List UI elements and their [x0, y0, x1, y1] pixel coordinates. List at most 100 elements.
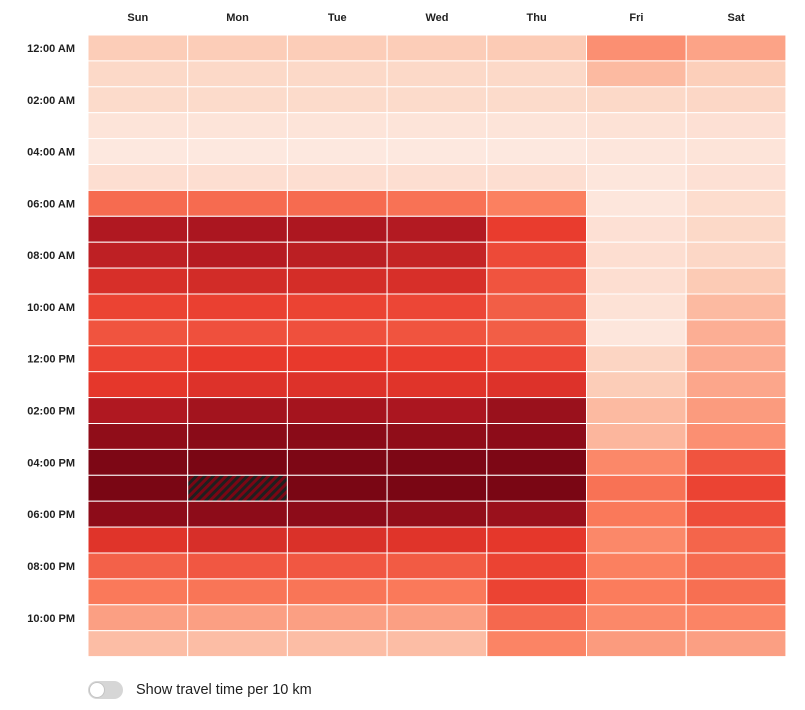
toggle-knob[interactable]	[89, 682, 105, 698]
heatmap-cell[interactable]	[386, 293, 488, 321]
heatmap-cell[interactable]	[87, 86, 189, 114]
heatmap-cell[interactable]	[187, 371, 288, 399]
heatmap-cell[interactable]	[685, 112, 787, 140]
heatmap-cell[interactable]	[685, 397, 787, 425]
heatmap-cell-highlighted[interactable]	[187, 474, 288, 502]
heatmap-cell[interactable]	[685, 371, 787, 399]
heatmap-cell[interactable]	[286, 448, 388, 476]
heatmap-cell[interactable]	[187, 448, 288, 476]
heatmap-cell[interactable]	[187, 189, 288, 217]
heatmap-cell[interactable]	[486, 112, 587, 140]
heatmap-cell[interactable]	[87, 448, 189, 476]
heatmap-cell[interactable]	[486, 448, 587, 476]
heatmap-cell[interactable]	[685, 241, 787, 269]
heatmap-cell[interactable]	[685, 293, 787, 321]
heatmap-cell[interactable]	[586, 319, 687, 347]
heatmap-cell[interactable]	[685, 552, 787, 580]
heatmap-cell[interactable]	[87, 526, 189, 554]
heatmap-cell[interactable]	[486, 319, 587, 347]
heatmap-cell[interactable]	[486, 241, 587, 269]
heatmap-cell[interactable]	[386, 319, 488, 347]
heatmap-cell[interactable]	[486, 164, 587, 191]
heatmap-cell[interactable]	[87, 552, 189, 580]
heatmap-cell[interactable]	[486, 423, 587, 450]
heatmap-cell[interactable]	[386, 604, 488, 632]
heatmap-cell[interactable]	[685, 60, 787, 88]
heatmap-cell[interactable]	[586, 138, 687, 166]
heatmap-cell[interactable]	[187, 500, 288, 528]
heatmap-cell[interactable]	[386, 423, 488, 450]
heatmap-cell[interactable]	[486, 215, 587, 243]
heatmap-cell[interactable]	[486, 189, 587, 217]
heatmap-cell[interactable]	[386, 138, 488, 166]
heatmap-cell[interactable]	[286, 578, 388, 606]
heatmap-cell[interactable]	[286, 630, 388, 658]
heatmap-cell[interactable]	[685, 474, 787, 502]
heatmap-cell[interactable]	[187, 164, 288, 191]
heatmap-cell[interactable]	[685, 526, 787, 554]
heatmap-cell[interactable]	[87, 397, 189, 425]
heatmap-cell[interactable]	[586, 86, 687, 114]
heatmap-cell[interactable]	[685, 630, 787, 658]
heatmap-cell[interactable]	[87, 60, 189, 88]
heatmap-cell[interactable]	[187, 86, 288, 114]
heatmap-cell[interactable]	[87, 604, 189, 632]
heatmap-cell[interactable]	[87, 319, 189, 347]
heatmap-cell[interactable]	[486, 371, 587, 399]
heatmap-cell[interactable]	[386, 189, 488, 217]
travel-time-toggle-row[interactable]: Show travel time per 10 km	[88, 677, 312, 703]
heatmap-cell[interactable]	[187, 112, 288, 140]
heatmap-cell[interactable]	[386, 345, 488, 373]
heatmap-cell[interactable]	[87, 423, 189, 450]
heatmap-cell[interactable]	[586, 60, 687, 88]
heatmap-cell[interactable]	[87, 138, 189, 166]
heatmap-cell[interactable]	[586, 630, 687, 658]
heatmap-cell[interactable]	[286, 345, 388, 373]
heatmap-cell[interactable]	[87, 293, 189, 321]
heatmap-cell[interactable]	[386, 630, 488, 658]
heatmap-cell[interactable]	[486, 500, 587, 528]
heatmap-cell[interactable]	[187, 267, 288, 295]
heatmap-cell[interactable]	[286, 60, 388, 88]
heatmap-cell[interactable]	[286, 526, 388, 554]
heatmap-cell[interactable]	[486, 138, 587, 166]
heatmap-cell[interactable]	[586, 448, 687, 476]
heatmap-cell[interactable]	[586, 397, 687, 425]
heatmap-cell[interactable]	[586, 34, 687, 62]
heatmap-cell[interactable]	[87, 474, 189, 502]
heatmap-cell[interactable]	[685, 319, 787, 347]
heatmap-cell[interactable]	[386, 164, 488, 191]
heatmap-cell[interactable]	[87, 164, 189, 191]
heatmap-cell[interactable]	[386, 215, 488, 243]
heatmap-cell[interactable]	[586, 112, 687, 140]
heatmap-cell[interactable]	[286, 86, 388, 114]
heatmap-cell[interactable]	[386, 241, 488, 269]
heatmap-cell[interactable]	[586, 164, 687, 191]
heatmap-cell[interactable]	[286, 267, 388, 295]
heatmap-cell[interactable]	[187, 604, 288, 632]
heatmap-cell[interactable]	[685, 345, 787, 373]
heatmap-cell[interactable]	[685, 578, 787, 606]
heatmap-cell[interactable]	[286, 293, 388, 321]
heatmap-cell[interactable]	[486, 474, 587, 502]
heatmap-cell[interactable]	[586, 604, 687, 632]
heatmap-cell[interactable]	[685, 448, 787, 476]
heatmap-cell[interactable]	[586, 371, 687, 399]
heatmap-cell[interactable]	[586, 423, 687, 450]
heatmap-cell[interactable]	[486, 34, 587, 62]
heatmap-cell[interactable]	[586, 267, 687, 295]
heatmap-cell[interactable]	[386, 552, 488, 580]
heatmap-cell[interactable]	[386, 371, 488, 399]
heatmap-cell[interactable]	[386, 267, 488, 295]
heatmap-cell[interactable]	[286, 34, 388, 62]
heatmap-cell[interactable]	[286, 397, 388, 425]
heatmap-cell[interactable]	[187, 552, 288, 580]
heatmap-cell[interactable]	[187, 630, 288, 658]
heatmap-cell[interactable]	[187, 423, 288, 450]
heatmap-cell[interactable]	[87, 34, 189, 62]
heatmap-cell[interactable]	[386, 448, 488, 476]
heatmap-cell[interactable]	[187, 578, 288, 606]
heatmap-cell[interactable]	[386, 397, 488, 425]
heatmap-cell[interactable]	[87, 241, 189, 269]
heatmap-cell[interactable]	[486, 345, 587, 373]
